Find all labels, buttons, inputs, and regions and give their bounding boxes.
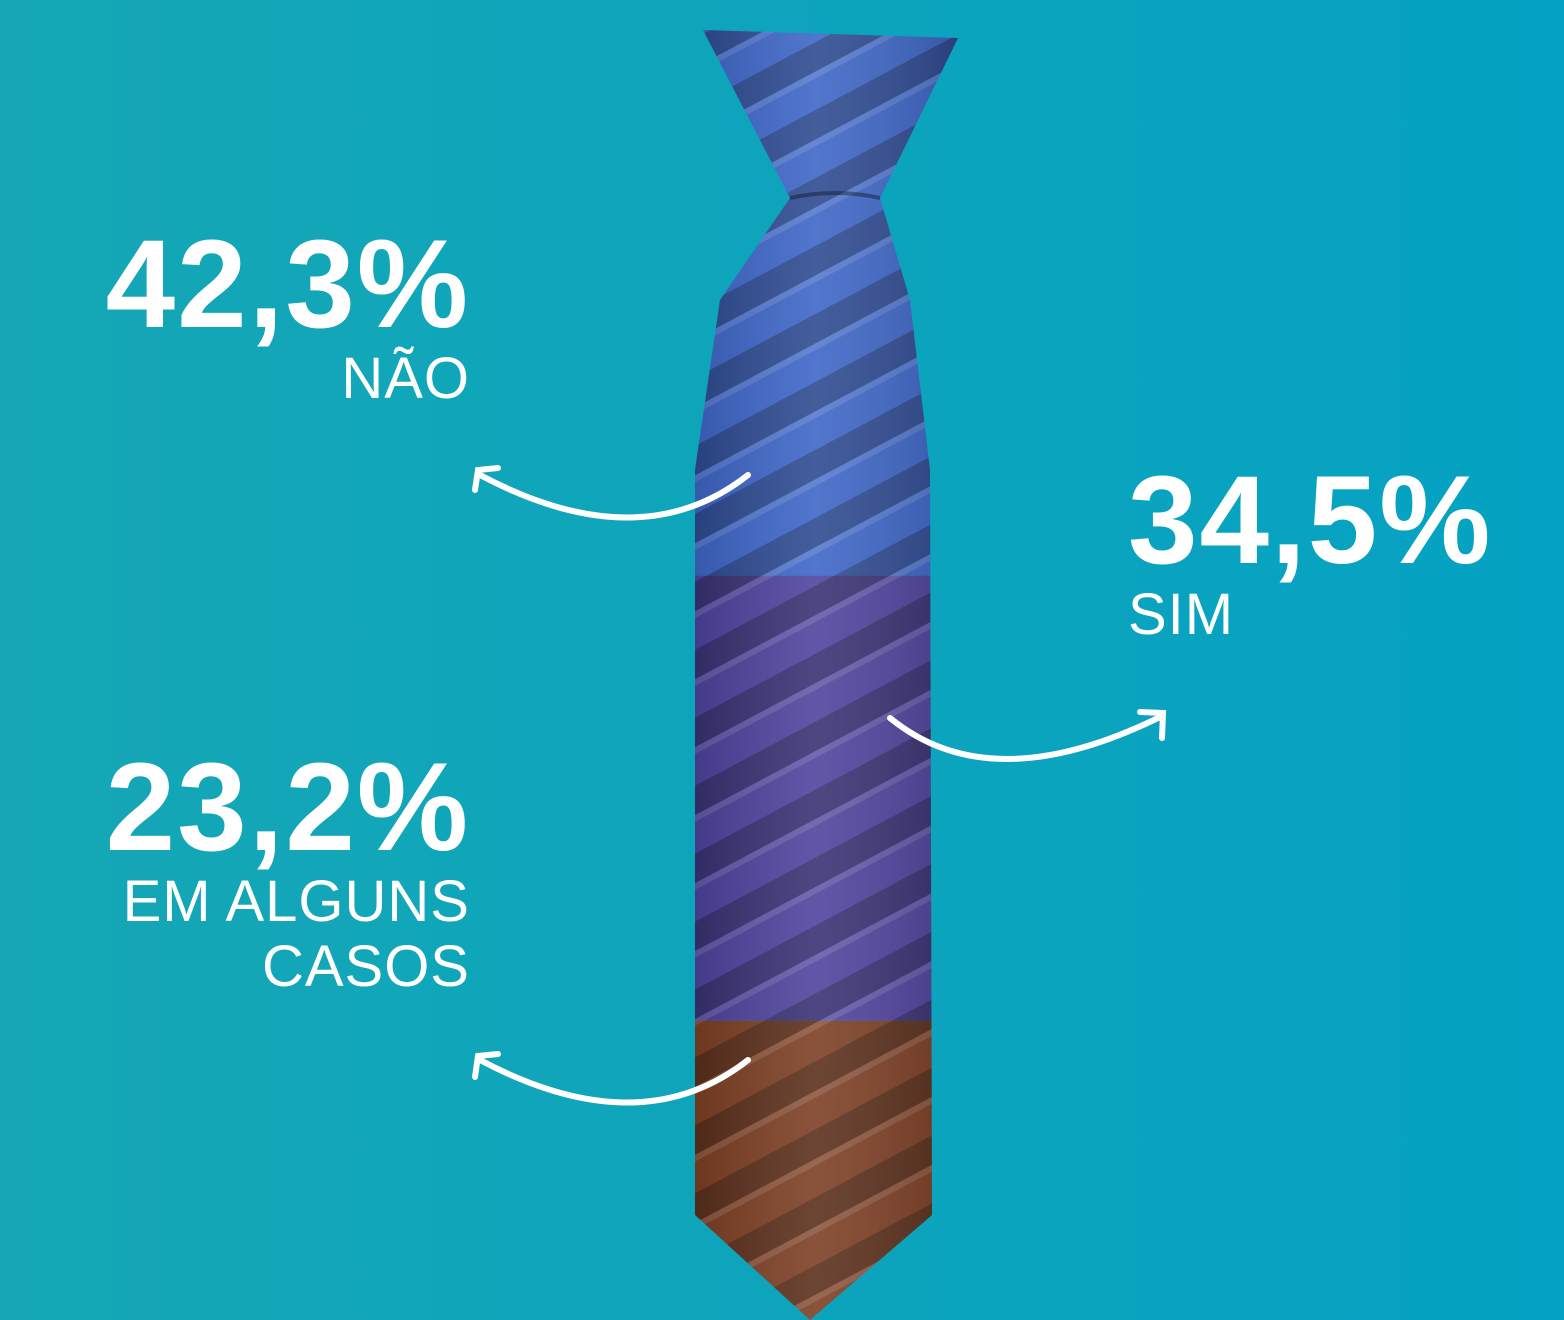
category-label: EM ALGUNS CASOS <box>0 870 470 1000</box>
label-block: 34,5%SIM <box>1128 458 1558 648</box>
chart <box>0 0 1564 1320</box>
page: (() => { const data = JSON.parse(documen… <box>0 0 1564 1320</box>
category-label: NÃO <box>0 347 470 412</box>
category-label: SIM <box>1128 583 1558 648</box>
label-block: 23,2%EM ALGUNS CASOS <box>0 745 470 1000</box>
value-label: 42,3% <box>0 222 470 347</box>
value-label: 34,5% <box>1128 458 1558 583</box>
label-block: 42,3%NÃO <box>0 222 470 412</box>
value-label: 23,2% <box>0 745 470 870</box>
